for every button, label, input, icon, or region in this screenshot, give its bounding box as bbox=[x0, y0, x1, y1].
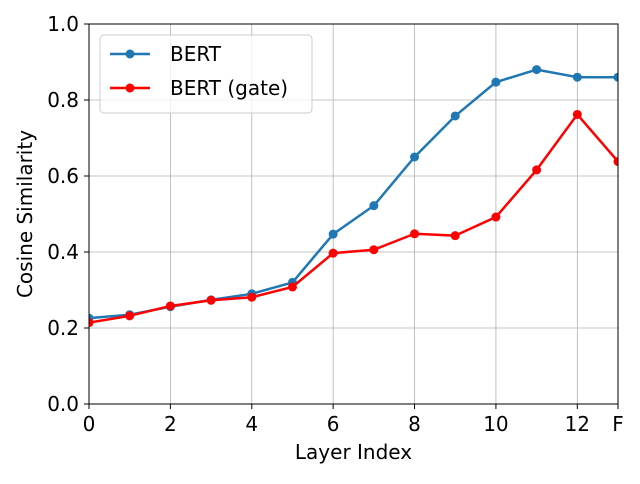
data-point-bert bbox=[328, 229, 338, 239]
y-tick-label: 0.2 bbox=[47, 316, 79, 340]
axis-ticks: 0 2 4 6 8 10 12 F 0.0 0.2 0.4 0.6 0.8 1.0 bbox=[47, 12, 624, 436]
y-tick-label: 0.0 bbox=[47, 392, 79, 416]
legend-label: BERT (gate) bbox=[170, 76, 288, 100]
data-point-bert bbox=[450, 111, 460, 121]
y-tick-label: 0.4 bbox=[47, 240, 79, 264]
y-axis-label: Cosine Similarity bbox=[13, 130, 37, 298]
data-point-bert-gate bbox=[165, 301, 175, 311]
x-tick-label: F bbox=[612, 412, 624, 436]
data-point-bert bbox=[613, 72, 618, 82]
data-point-bert-gate bbox=[247, 292, 257, 302]
data-point-bert-gate bbox=[491, 212, 501, 222]
series-group bbox=[89, 65, 618, 328]
series-line-bert-gate bbox=[89, 113, 618, 324]
data-point-bert bbox=[410, 152, 420, 162]
x-axis-label: Layer Index bbox=[295, 440, 412, 464]
data-point-bert-gate bbox=[287, 282, 297, 292]
legend: BERT BERT (gate) bbox=[99, 34, 313, 114]
plot-frame bbox=[88, 23, 619, 405]
legend-item: BERT bbox=[110, 42, 222, 66]
data-point-bert-gate bbox=[89, 318, 94, 328]
y-tick-label: 0.8 bbox=[47, 88, 79, 112]
x-tick-label: 8 bbox=[408, 412, 421, 436]
x-tick-label: 6 bbox=[327, 412, 340, 436]
legend-item: BERT (gate) bbox=[110, 76, 288, 100]
data-point-bert-gate bbox=[125, 311, 135, 321]
data-point-bert bbox=[491, 77, 501, 87]
legend-label: BERT bbox=[170, 42, 222, 66]
legend-marker bbox=[125, 83, 135, 93]
y-tick-label: 0.6 bbox=[47, 164, 79, 188]
data-point-bert-gate bbox=[613, 157, 618, 167]
x-tick-label: 12 bbox=[565, 412, 590, 436]
legend-box bbox=[99, 34, 313, 114]
data-point-bert-gate bbox=[572, 109, 582, 119]
series-bert-gate bbox=[89, 109, 618, 328]
data-point-bert-gate bbox=[410, 229, 420, 239]
data-point-bert bbox=[572, 72, 582, 82]
x-tick-label: 4 bbox=[245, 412, 258, 436]
data-point-bert-gate bbox=[532, 165, 542, 175]
legend-marker bbox=[125, 49, 135, 59]
y-tick-label: 1.0 bbox=[47, 12, 79, 36]
x-tick-label: 10 bbox=[483, 412, 508, 436]
x-tick-label: 2 bbox=[164, 412, 177, 436]
data-point-bert-gate bbox=[206, 295, 216, 305]
data-point-bert-gate bbox=[450, 231, 460, 241]
x-tick-label: 0 bbox=[83, 412, 96, 436]
data-point-bert bbox=[369, 201, 379, 211]
data-point-bert bbox=[532, 65, 542, 75]
data-point-bert-gate bbox=[369, 245, 379, 255]
data-point-bert-gate bbox=[328, 248, 338, 258]
